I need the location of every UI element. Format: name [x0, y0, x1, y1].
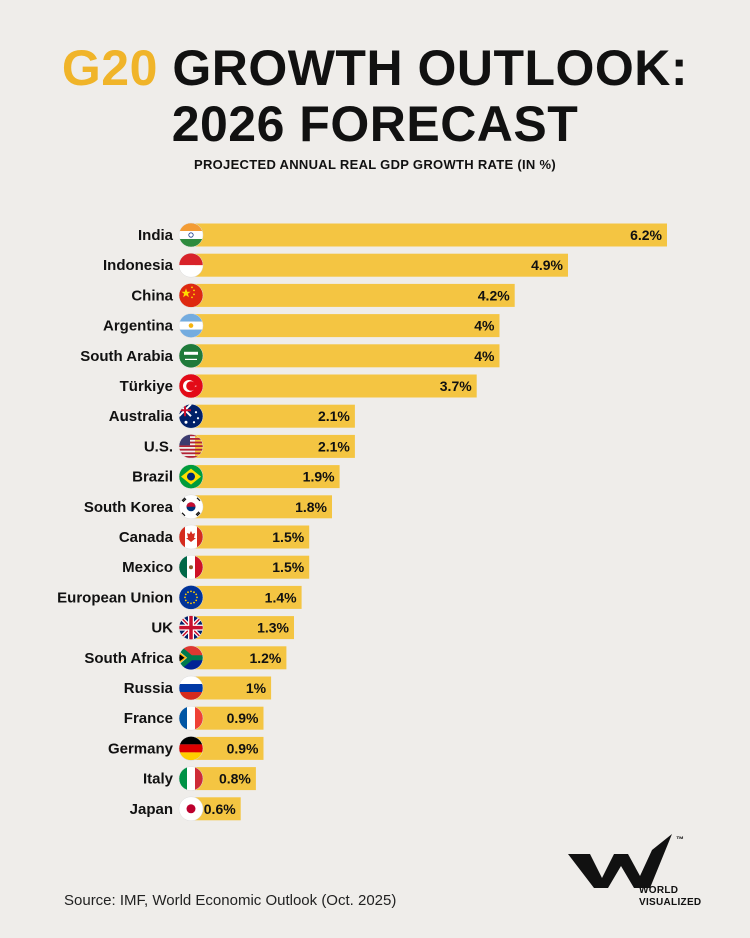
- category-label-14: South Africa: [84, 650, 173, 667]
- category-label-15: Russia: [124, 680, 174, 697]
- bar-5: [195, 374, 477, 398]
- value-label-4: 4%: [474, 348, 495, 364]
- category-label-8: Brazil: [132, 469, 173, 486]
- value-label-16: 0.9%: [227, 710, 259, 726]
- bar-1: [195, 253, 568, 277]
- saudi-arabia-flag-icon: [178, 343, 204, 369]
- value-label-1: 4.9%: [531, 257, 563, 273]
- logo-text-line1: WORLD: [639, 885, 679, 896]
- bar-14: [195, 646, 287, 670]
- title-highlight: G20: [61, 40, 158, 96]
- uk-flag-icon: [178, 615, 204, 640]
- world-visualized-logo-icon: ™: [568, 834, 684, 888]
- category-label-6: Australia: [109, 408, 174, 425]
- european-union-flag-icon: [178, 585, 204, 610]
- us-flag-icon: [178, 434, 204, 459]
- bar-2: [195, 283, 515, 307]
- value-label-9: 1.8%: [295, 499, 327, 515]
- turkiye-flag-icon: [178, 373, 204, 399]
- category-label-4: South Arabia: [80, 348, 173, 365]
- south-africa-flag-icon: [178, 645, 204, 671]
- category-label-7: U.S.: [144, 438, 173, 455]
- value-label-8: 1.9%: [303, 469, 335, 485]
- category-label-5: Türkiye: [120, 378, 173, 395]
- mexico-flag-icon: [178, 554, 204, 580]
- value-label-13: 1.3%: [257, 620, 289, 636]
- value-label-6: 2.1%: [318, 408, 350, 424]
- australia-flag-icon: [178, 403, 204, 429]
- japan-flag-icon: [178, 796, 204, 822]
- category-label-18: Italy: [143, 771, 174, 788]
- category-label-12: European Union: [57, 589, 173, 606]
- logo-tm: ™: [676, 835, 684, 844]
- india-flag-icon: [178, 222, 204, 248]
- chart-subtitle: PROJECTED ANNUAL REAL GDP GROWTH RATE (I…: [193, 157, 557, 172]
- south-korea-flag-icon: [178, 494, 204, 520]
- value-label-12: 1.4%: [265, 589, 297, 605]
- russia-flag-icon: [178, 675, 204, 701]
- category-label-11: Mexico: [122, 559, 173, 576]
- bar-19: [195, 797, 241, 821]
- value-label-7: 2.1%: [318, 438, 350, 454]
- bar-0: [195, 223, 667, 247]
- category-label-1: Indonesia: [103, 257, 174, 274]
- category-label-19: Japan: [130, 801, 173, 818]
- bar-8: [195, 465, 340, 489]
- logo-text: WORLD VISUALIZED: [639, 885, 701, 909]
- value-label-5: 3.7%: [440, 378, 472, 394]
- bar-13: [195, 616, 294, 640]
- bar-15: [195, 676, 272, 700]
- value-label-15: 1%: [246, 680, 267, 696]
- brazil-flag-icon: [178, 464, 204, 489]
- italy-flag-icon: [178, 766, 204, 791]
- germany-flag-icon: [178, 736, 204, 761]
- category-label-16: France: [124, 710, 173, 727]
- bar-3: [195, 314, 500, 338]
- value-label-2: 4.2%: [478, 287, 510, 303]
- title-line1: GROWTH OUTLOOK:: [157, 40, 689, 96]
- bar-16: [195, 706, 264, 730]
- logo-text-line2: VISUALIZED: [639, 897, 702, 908]
- title-line2: 2026 FORECAST: [171, 96, 579, 152]
- canada-flag-icon: [178, 524, 204, 550]
- category-label-3: Argentina: [103, 318, 174, 335]
- bar-9: [195, 495, 332, 519]
- bar-11: [195, 555, 310, 579]
- value-label-10: 1.5%: [272, 529, 304, 545]
- value-label-0: 6.2%: [630, 227, 662, 243]
- argentina-flag-icon: [178, 313, 204, 338]
- category-label-17: Germany: [108, 740, 174, 757]
- category-label-10: Canada: [119, 529, 174, 546]
- value-label-18: 0.8%: [219, 771, 251, 787]
- bar-7: [195, 434, 355, 458]
- source-note: Source: IMF, World Economic Outlook (Oct…: [64, 892, 397, 909]
- value-label-19: 0.6%: [204, 801, 236, 817]
- value-label-3: 4%: [474, 318, 495, 334]
- china-flag-icon: [178, 283, 204, 308]
- value-label-11: 1.5%: [272, 559, 304, 575]
- bar-10: [195, 525, 310, 549]
- category-label-13: UK: [151, 620, 173, 637]
- bar-18: [195, 767, 256, 791]
- category-label-0: India: [138, 227, 174, 244]
- france-flag-icon: [178, 705, 204, 731]
- bar-6: [195, 404, 355, 428]
- category-label-2: China: [131, 287, 173, 304]
- bar-12: [195, 585, 302, 609]
- bar-4: [195, 344, 500, 368]
- chart-title: G20 GROWTH OUTLOOK: 2026 FORECAST: [0, 40, 750, 152]
- category-label-9: South Korea: [84, 499, 174, 516]
- bar-17: [195, 736, 264, 760]
- value-label-17: 0.9%: [227, 740, 259, 756]
- indonesia-flag-icon: [178, 252, 204, 278]
- value-label-14: 1.2%: [249, 650, 281, 666]
